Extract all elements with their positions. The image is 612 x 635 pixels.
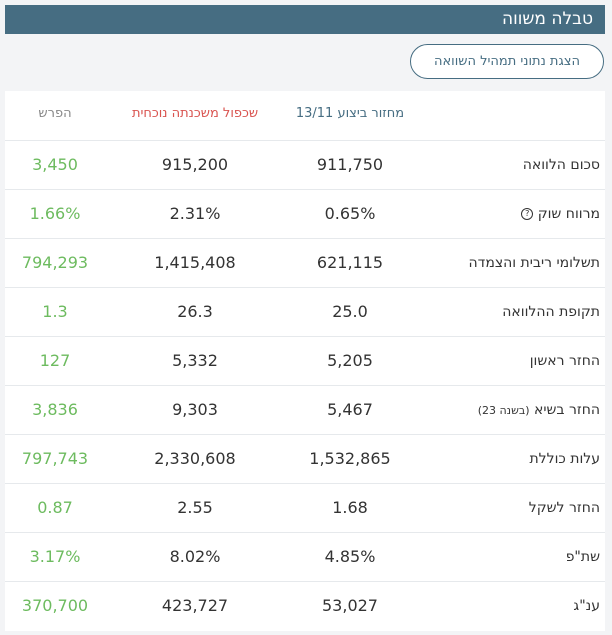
row-label: מרווח שוק <box>537 206 600 222</box>
offer-value: 2.55 <box>177 498 213 517</box>
table-row: שת"פ 4.85% 8.02% 3.17% <box>5 532 605 581</box>
table-row: החזר בשיא (בשנה 23) 5,467 9,303 3,836 <box>5 385 605 434</box>
row-label-note: (בשנה 23) <box>477 404 530 417</box>
table-row: עלות כוללת 1,532,865 2,330,608 797,743 <box>5 434 605 483</box>
diff-value: 1.66% <box>29 204 81 223</box>
table-row: מרווח שוק ? 0.65% 2.31% 1.66% <box>5 189 605 238</box>
row-label: תקופת ההלוואה <box>502 304 600 320</box>
offer-value: 2.31% <box>169 204 221 223</box>
current-value: 621,115 <box>316 253 384 272</box>
offer-value: 2,330,608 <box>154 449 236 468</box>
current-value: 5,467 <box>327 400 373 419</box>
offer-value: 26.3 <box>177 302 213 321</box>
row-label-container: החזר בשיא (בשנה 23) <box>435 386 600 434</box>
show-comparison-mix-button[interactable]: הצגת נתוני תמהיל השוואה <box>410 44 604 79</box>
table-row: סכום הלוואה 911,750 915,200 3,450 <box>5 140 605 189</box>
diff-value: 0.87 <box>37 498 73 517</box>
offer-value: 423,727 <box>161 596 229 615</box>
table-row: תקופת ההלוואה 25.0 26.3 1.3 <box>5 287 605 336</box>
offer-value: 8.02% <box>169 547 221 566</box>
current-value: 911,750 <box>316 155 384 174</box>
page-title-bar: טבלה משווה <box>5 5 605 34</box>
current-value: 25.0 <box>332 302 368 321</box>
diff-value: 3.17% <box>29 547 81 566</box>
diff-value: 794,293 <box>21 253 89 272</box>
diff-value: 127 <box>39 351 71 370</box>
row-label: תשלומי ריבית והצמדה <box>468 255 600 271</box>
row-label: החזר ראשון <box>529 353 600 369</box>
current-value: 1,532,865 <box>309 449 391 468</box>
row-label: שת"פ <box>565 549 600 565</box>
diff-value: 797,743 <box>21 449 89 468</box>
column-header-offer: שכפול משכנתה נוכחית <box>131 106 259 121</box>
column-header-current: מחזור ביצוע 13/11 <box>295 106 405 121</box>
offer-value: 1,415,408 <box>154 253 236 272</box>
row-label: ענ"ג <box>573 598 600 614</box>
row-label: החזר בשיא <box>534 402 600 418</box>
row-label-container: מרווח שוק ? <box>435 190 600 238</box>
current-value: 1.68 <box>332 498 368 517</box>
row-label: סכום הלוואה <box>522 157 600 173</box>
help-circle-icon[interactable]: ? <box>521 208 534 220</box>
current-value: 5,205 <box>327 351 373 370</box>
offer-value: 5,332 <box>172 351 218 370</box>
table-row: החזר לשקל 1.68 2.55 0.87 <box>5 483 605 532</box>
table-row: ענ"ג 53,027 423,727 370,700 <box>5 581 605 630</box>
current-value: 0.65% <box>324 204 376 223</box>
row-label: החזר לשקל <box>528 500 600 516</box>
diff-value: 1.3 <box>42 302 68 321</box>
table-row: החזר ראשון 5,205 5,332 127 <box>5 336 605 385</box>
offer-value: 915,200 <box>161 155 229 174</box>
table-row: תשלומי ריבית והצמדה 621,115 1,415,408 79… <box>5 238 605 287</box>
show-comparison-mix-label: הצגת נתוני תמהיל השוואה <box>433 54 581 69</box>
row-label: עלות כוללת <box>529 451 600 467</box>
diff-value: 370,700 <box>21 596 89 615</box>
diff-value: 3,836 <box>32 400 78 419</box>
current-value: 53,027 <box>322 596 378 615</box>
column-header-diff: הפרש <box>38 106 72 121</box>
page-title: טבלה משווה <box>502 9 593 29</box>
current-value: 4.85% <box>324 547 376 566</box>
comparison-table: מחזור ביצוע 13/11 שכפול משכנתה נוכחית הפ… <box>5 91 605 631</box>
diff-value: 3,450 <box>32 155 78 174</box>
offer-value: 9,303 <box>172 400 218 419</box>
